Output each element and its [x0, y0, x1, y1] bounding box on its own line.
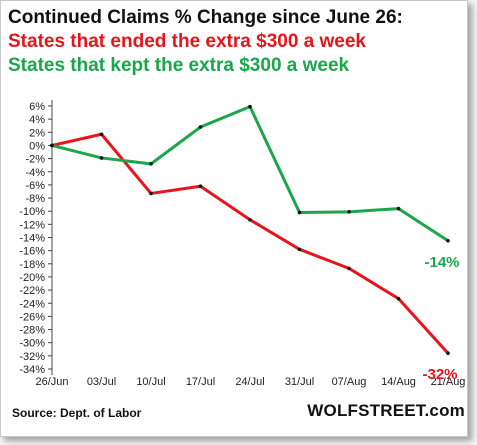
y-tick-label: -34% [19, 364, 45, 376]
chart-title: Continued Claims % Change since June 26: [8, 7, 403, 28]
y-tick-label: -18% [19, 259, 45, 271]
legend-green-series: States that kept the extra $300 a week [8, 55, 350, 76]
data-point [99, 132, 104, 137]
data-point [347, 266, 351, 271]
y-tick-label: -22% [19, 285, 45, 297]
data-point [248, 217, 252, 222]
end-label-red: -32% [422, 366, 457, 383]
x-tick-label: 10/Jul [136, 376, 165, 388]
data-point [446, 238, 450, 243]
x-tick-label: 07/Aug [332, 376, 367, 388]
y-tick-label: 2% [29, 127, 45, 139]
data-point [396, 296, 401, 301]
y-tick-label: -26% [19, 311, 45, 323]
data-point [198, 184, 203, 189]
y-tick-label: -8% [25, 193, 45, 205]
data-point [347, 210, 351, 214]
data-point [198, 125, 203, 129]
brand-logo-text: WOLFSTREET.com [307, 401, 465, 420]
x-tick-label: 24/Jul [235, 376, 264, 388]
y-tick-label: -20% [19, 272, 45, 284]
source-note: Source: Dept. of Labor [12, 406, 142, 420]
series-line-0 [50, 132, 450, 355]
y-tick-label: -14% [19, 233, 45, 245]
x-tick-label: 31/Jul [285, 376, 314, 388]
data-point [297, 210, 302, 215]
data-point [149, 191, 153, 196]
y-tick-label: -28% [19, 325, 45, 337]
x-tick-label: 03/Jul [87, 376, 116, 388]
data-point [446, 351, 450, 356]
x-tick-label: 21/Aug [431, 376, 466, 388]
x-tick-label: 14/Aug [381, 376, 416, 388]
data-point [149, 162, 153, 166]
data-point [50, 143, 54, 148]
chart-frame [0, 0, 468, 437]
y-tick-label: -6% [25, 180, 45, 192]
data-point [396, 206, 401, 211]
x-tick-label: 26/Jun [35, 376, 68, 388]
y-tick-label: -32% [19, 351, 45, 363]
chart-titles: Continued Claims % Change since June 26:… [8, 6, 403, 78]
y-tick-label: -4% [25, 167, 45, 179]
data-point [297, 247, 302, 252]
y-tick-label: -12% [19, 219, 45, 231]
y-tick-label: -2% [25, 154, 45, 166]
legend-red-series: States that ended the extra $300 a week [8, 31, 366, 52]
data-point [248, 104, 252, 109]
y-tick-label: 4% [29, 114, 45, 126]
end-label-green: -14% [424, 254, 459, 271]
y-tick-label: -24% [19, 298, 45, 310]
y-tick-label: -10% [19, 206, 45, 218]
data-point [99, 156, 104, 160]
y-tick-label: -16% [19, 246, 45, 258]
y-tick-label: 0% [29, 140, 45, 152]
y-tick-label: -30% [19, 338, 45, 350]
x-tick-label: 17/Jul [186, 376, 215, 388]
y-tick-label: 6% [29, 101, 45, 113]
